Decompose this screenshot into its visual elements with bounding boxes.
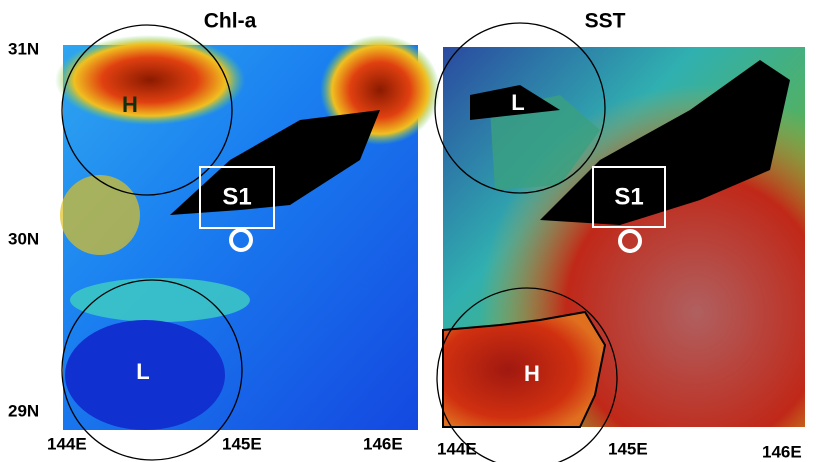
lon-label: 146E bbox=[363, 434, 403, 453]
lat-label: 29N bbox=[8, 401, 39, 420]
figure: Chl-a SST H L S1 L H S1 31N 30N 29N 144E… bbox=[0, 0, 816, 462]
lat-label: 31N bbox=[8, 39, 39, 58]
panel-title: Chl-a bbox=[204, 10, 257, 33]
sst-image bbox=[443, 47, 805, 427]
lat-label: 30N bbox=[8, 229, 39, 248]
high-label: H bbox=[122, 92, 138, 117]
high-label: H bbox=[524, 361, 540, 386]
station-label: S1 bbox=[614, 183, 643, 210]
lon-label: 144E bbox=[47, 434, 87, 453]
lon-label: 145E bbox=[608, 439, 648, 458]
lon-label: 144E bbox=[437, 439, 477, 458]
low-label: L bbox=[136, 359, 149, 384]
lon-label: 145E bbox=[222, 434, 262, 453]
station-label: S1 bbox=[222, 183, 251, 210]
lon-label: 146E bbox=[762, 442, 802, 461]
low-label: L bbox=[511, 90, 524, 115]
panel-title: SST bbox=[585, 10, 626, 33]
